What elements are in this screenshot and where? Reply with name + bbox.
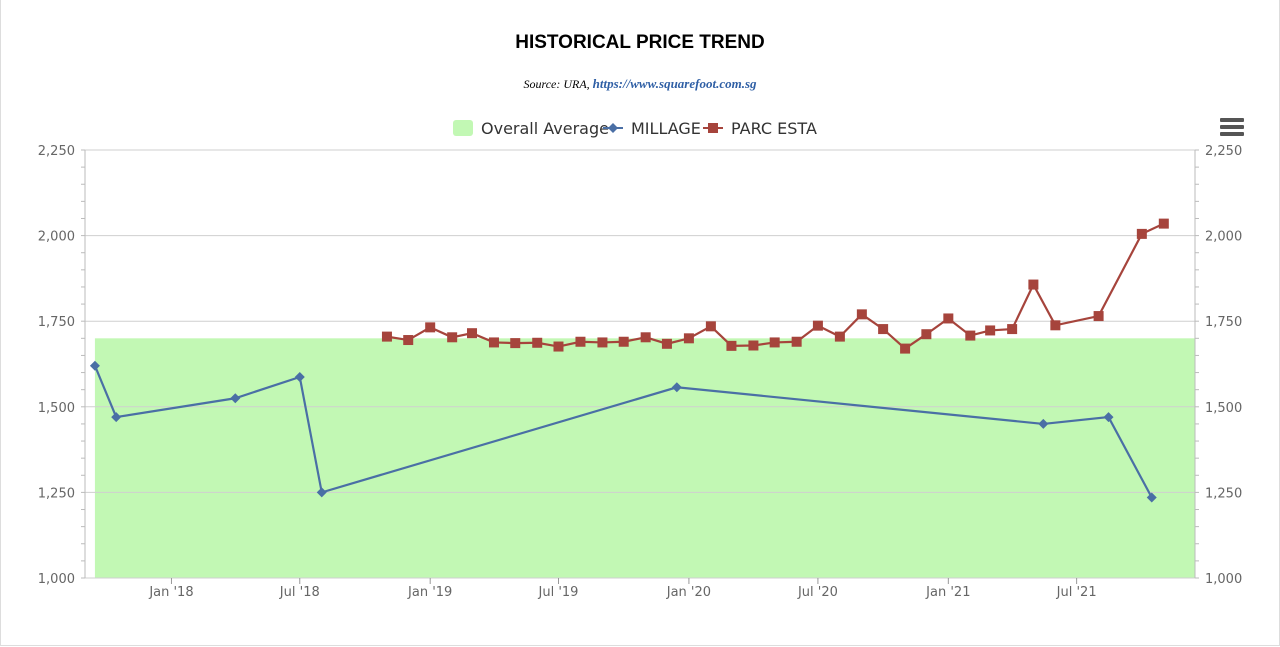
chart-title: HISTORICAL PRICE TREND (515, 32, 765, 53)
chart-subtitle: Source: URA, https://www.squarefoot.com.… (0, 76, 1280, 92)
subtitle-source: Source: URA, (523, 77, 590, 91)
chart-menu-icon[interactable] (1220, 118, 1244, 138)
subtitle-link[interactable]: https://www.squarefoot.com.sg (592, 76, 757, 91)
